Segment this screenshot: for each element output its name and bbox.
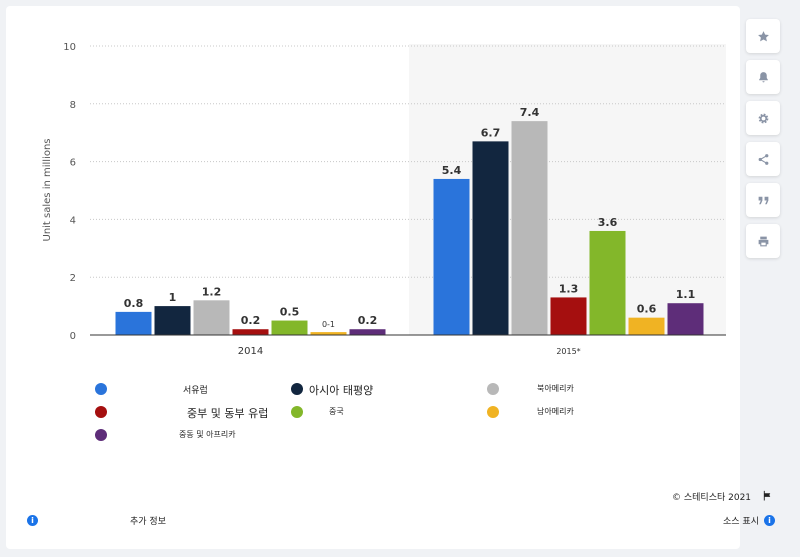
print-button[interactable] [746, 224, 780, 258]
legend-marker[interactable] [487, 406, 499, 418]
gear-icon [758, 113, 768, 123]
y-tick-label: 8 [70, 100, 76, 111]
bar[interactable] [550, 297, 587, 335]
x-ticks: 2014 2015* [238, 346, 581, 357]
bar[interactable] [628, 317, 665, 335]
y-tick-label: 4 [70, 215, 76, 226]
settings-button[interactable] [746, 101, 780, 135]
bars [115, 121, 704, 335]
share-button[interactable] [746, 142, 780, 176]
legend-marker[interactable] [95, 406, 107, 418]
legend-label[interactable]: 남아메리카 [537, 407, 574, 416]
cite-button[interactable] [746, 183, 780, 217]
data-labels: 0.8 5.4 1 6.7 1.2 7.4 0.2 1.3 0.5 3.6 0-1 0.6 0.2 1.1 [124, 106, 696, 329]
bar[interactable] [310, 332, 347, 335]
data-label: 1.1 [676, 288, 696, 301]
share-icon [758, 153, 768, 165]
bar[interactable] [271, 320, 308, 335]
y-tick-label: 6 [70, 158, 76, 169]
bar[interactable] [349, 329, 386, 335]
data-label: 1 [169, 291, 177, 304]
bar[interactable] [154, 306, 191, 335]
side-toolbar [746, 19, 780, 258]
y-ticks: 0 2 4 6 8 10 [63, 42, 76, 342]
quote-icon [758, 196, 768, 204]
bar[interactable] [472, 141, 509, 335]
legend-label[interactable]: 아시아 태평양 [309, 383, 374, 397]
legend-label[interactable]: 중동 및 아프리카 [179, 430, 236, 439]
data-label: 0.2 [241, 314, 261, 327]
data-label: 0.8 [124, 297, 144, 310]
bar[interactable] [667, 303, 704, 335]
y-tick-label: 0 [70, 331, 76, 342]
bar[interactable] [115, 311, 152, 335]
bar[interactable] [589, 230, 626, 335]
data-label: 3.6 [598, 216, 618, 229]
legend-marker[interactable] [291, 406, 303, 418]
legend-marker[interactable] [487, 383, 499, 395]
bar[interactable] [232, 329, 269, 335]
bar[interactable] [511, 121, 548, 335]
notification-button[interactable] [746, 60, 780, 94]
legend-label[interactable]: 북아메리카 [537, 384, 574, 393]
bar[interactable] [433, 178, 470, 335]
legend-marker[interactable] [95, 383, 107, 395]
legend-marker[interactable] [95, 429, 107, 441]
legend-marker[interactable] [291, 383, 303, 395]
copyright-text: © 스테티스타 2021 [672, 493, 752, 503]
y-tick-label: 2 [70, 273, 76, 284]
data-label: 0-1 [322, 320, 335, 329]
data-label: 7.4 [520, 106, 540, 119]
star-icon [757, 30, 769, 41]
data-label: 6.7 [481, 126, 501, 139]
data-label: 1.2 [202, 285, 222, 298]
more-info-link[interactable]: 추가 정보 [130, 517, 166, 527]
legend-label[interactable]: 중부 및 동부 유럽 [187, 406, 269, 420]
source-info-icon[interactable]: i [764, 515, 775, 526]
data-label: 0.6 [637, 303, 657, 316]
data-label: 1.3 [559, 282, 579, 295]
grid-lines [90, 45, 726, 278]
bell-icon [758, 71, 768, 82]
x-tick-label: 2014 [238, 346, 263, 357]
y-axis-label: Unit sales in millions [42, 138, 53, 241]
data-label: 5.4 [442, 164, 462, 177]
legend-label[interactable]: 중국 [329, 407, 344, 416]
flag-icon [763, 490, 771, 501]
show-source-link[interactable]: 소스 표시 [723, 517, 759, 527]
data-label: 0.5 [280, 306, 300, 319]
bar[interactable] [193, 300, 230, 335]
legend-label[interactable]: 서유럽 [183, 385, 208, 396]
data-label: 0.2 [358, 314, 378, 327]
print-icon [758, 236, 768, 246]
info-icon[interactable]: i [27, 515, 38, 526]
favorite-button[interactable] [746, 19, 780, 53]
x-tick-label: 2015* [556, 347, 580, 356]
y-tick-label: 10 [63, 42, 76, 53]
